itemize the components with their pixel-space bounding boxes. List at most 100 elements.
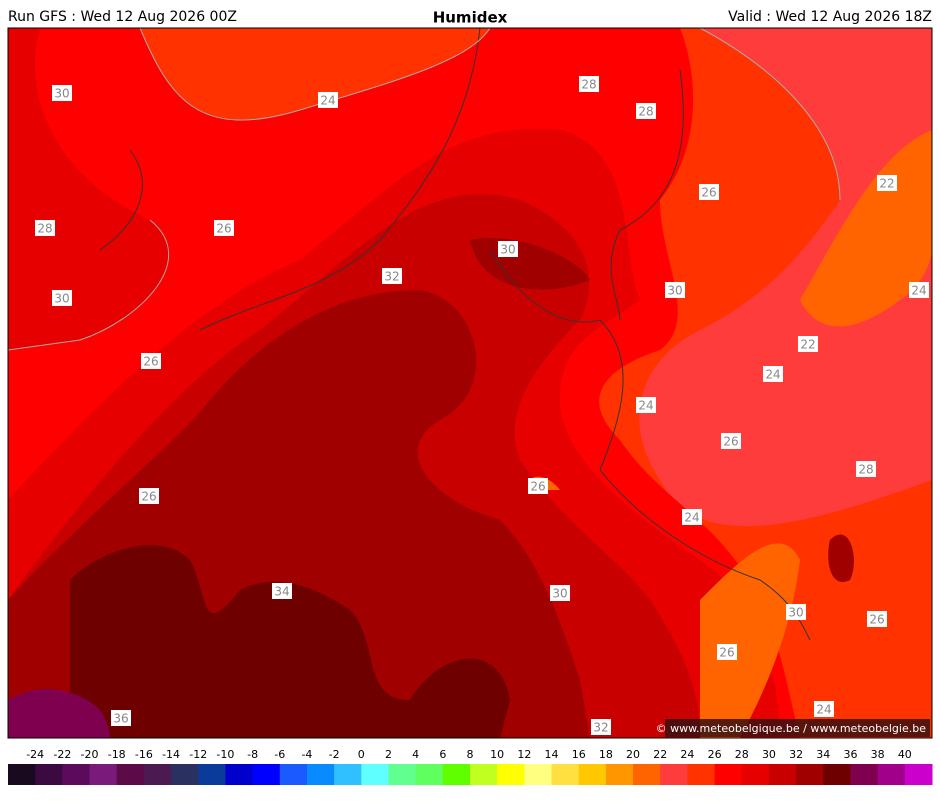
colorbar-tick-label: 24 <box>680 748 694 761</box>
contour-label-bg <box>665 282 685 298</box>
contour-label-bg <box>382 268 402 284</box>
colorbar-tick-label: -8 <box>247 748 258 761</box>
colorbar-swatch <box>415 764 444 785</box>
contour-label-bg <box>717 644 737 660</box>
colorbar-swatch <box>35 764 63 785</box>
colorbar-tick-label: -16 <box>135 748 153 761</box>
colorbar: -24 -22 -20 -18 -16 -14 -12 -10 -8 -6 -4 -2 0 2 4 6 8 10 1… <box>8 748 933 785</box>
contour-label: 30 <box>552 587 567 601</box>
contour-label-bg <box>867 611 887 627</box>
colorbar-swatch <box>225 764 254 785</box>
colorbar-tick-label: -10 <box>216 748 234 761</box>
contour-label: 24 <box>765 368 780 382</box>
colorbar-tick-label: -12 <box>189 748 207 761</box>
colorbar-tick-label: 32 <box>789 748 803 761</box>
colorbar-tick-label: 20 <box>626 748 640 761</box>
colorbar-tick-label: -4 <box>301 748 312 761</box>
colorbar-swatch <box>687 764 716 785</box>
contour-label: 24 <box>911 284 926 298</box>
contour-label: 22 <box>879 177 894 191</box>
contour-label-bg <box>591 719 611 735</box>
colorbar-swatch <box>116 764 145 785</box>
colorbar-tick-label: -20 <box>81 748 99 761</box>
contour-label: 30 <box>667 284 682 298</box>
contour-label: 28 <box>858 463 873 477</box>
contour-label-bg <box>877 175 897 191</box>
colorbar-swatch <box>306 764 335 785</box>
contour-label: 24 <box>638 399 653 413</box>
valid-label: Valid : Wed 12 Aug 2026 18Z <box>728 9 932 25</box>
contour-label: 32 <box>593 721 608 735</box>
contour-label: 28 <box>638 105 653 119</box>
contour-label: 26 <box>216 222 231 236</box>
colorbar-tick-label: 16 <box>572 748 586 761</box>
contour-label-bg <box>763 366 783 382</box>
contour-label-bg <box>814 701 834 717</box>
colorbar-tick-label: -24 <box>26 748 44 761</box>
colorbar-tick-label: -14 <box>162 748 180 761</box>
colorbar-swatch <box>660 764 688 785</box>
colorbar-tick-label: 26 <box>708 748 722 761</box>
contour-label: 28 <box>581 78 596 92</box>
contour-label-bg <box>111 710 131 726</box>
contour-label-bg <box>498 241 518 257</box>
colorbar-swatch <box>279 764 308 785</box>
colorbar-tick-label: -2 <box>329 748 340 761</box>
colorbar-swatch <box>633 764 661 785</box>
contour-label-bg <box>636 103 656 119</box>
colorbar-tick-label: 8 <box>467 748 474 761</box>
contour-label: 28 <box>37 222 52 236</box>
credit-bg <box>665 719 930 737</box>
contour-label: 24 <box>684 511 699 525</box>
contour-label: 26 <box>869 613 884 627</box>
colorbar-tick-label: 34 <box>816 748 830 761</box>
contour-label: 32 <box>384 270 399 284</box>
map-field <box>8 28 932 738</box>
contour-label-bg <box>786 604 806 620</box>
colorbar-swatch <box>605 764 634 785</box>
colorbar-tick-label: -22 <box>53 748 71 761</box>
contour-label-bg <box>35 220 55 236</box>
contour-label-bg <box>856 461 876 477</box>
colorbar-swatch <box>497 764 525 785</box>
colorbar-swatch <box>334 764 362 785</box>
contour-label: 34 <box>274 585 289 599</box>
contour-label-bg <box>550 585 570 601</box>
colorbar-tick-label: 28 <box>735 748 749 761</box>
contour-label-bg <box>721 433 741 449</box>
colorbar-swatch <box>578 764 607 785</box>
contour-label-bg <box>214 220 234 236</box>
colorbar-swatch <box>823 764 851 785</box>
colorbar-swatch <box>89 764 118 785</box>
contour-label: 24 <box>320 94 335 108</box>
colorbar-swatch <box>877 764 906 785</box>
contour-label: 26 <box>143 355 158 369</box>
contour-label: 26 <box>723 435 738 449</box>
colorbar-swatch <box>171 764 199 785</box>
colorbar-tick-label: 10 <box>490 748 504 761</box>
credit: © www.meteobelgique.be / www.meteobelgie… <box>656 722 927 735</box>
colorbar-tick-label: 38 <box>871 748 885 761</box>
contour-label: 26 <box>701 186 716 200</box>
contour-label-bg <box>139 488 159 504</box>
contour-label: 26 <box>719 646 734 660</box>
contour-label-bg <box>682 509 702 525</box>
contour-label: 36 <box>113 712 128 726</box>
colorbar-tick-label: 22 <box>653 748 667 761</box>
colorbar-swatch <box>768 764 797 785</box>
colorbar-tick-label: -18 <box>108 748 126 761</box>
colorbar-swatch <box>904 764 933 785</box>
colorbar-swatch <box>442 764 471 785</box>
contour-label-bg <box>636 397 656 413</box>
colorbar-swatch <box>850 764 879 785</box>
contour-label-bg <box>909 282 929 298</box>
colorbar-tick-label: 6 <box>439 748 446 761</box>
colorbar-tick-label: 30 <box>762 748 776 761</box>
contour-label-bg <box>528 478 548 494</box>
colorbar-tick-label: 18 <box>599 748 613 761</box>
colorbar-swatch <box>524 764 553 785</box>
colorbar-swatch <box>741 764 770 785</box>
colorbar-swatch <box>143 764 172 785</box>
colorbar-tick-label: 40 <box>898 748 912 761</box>
